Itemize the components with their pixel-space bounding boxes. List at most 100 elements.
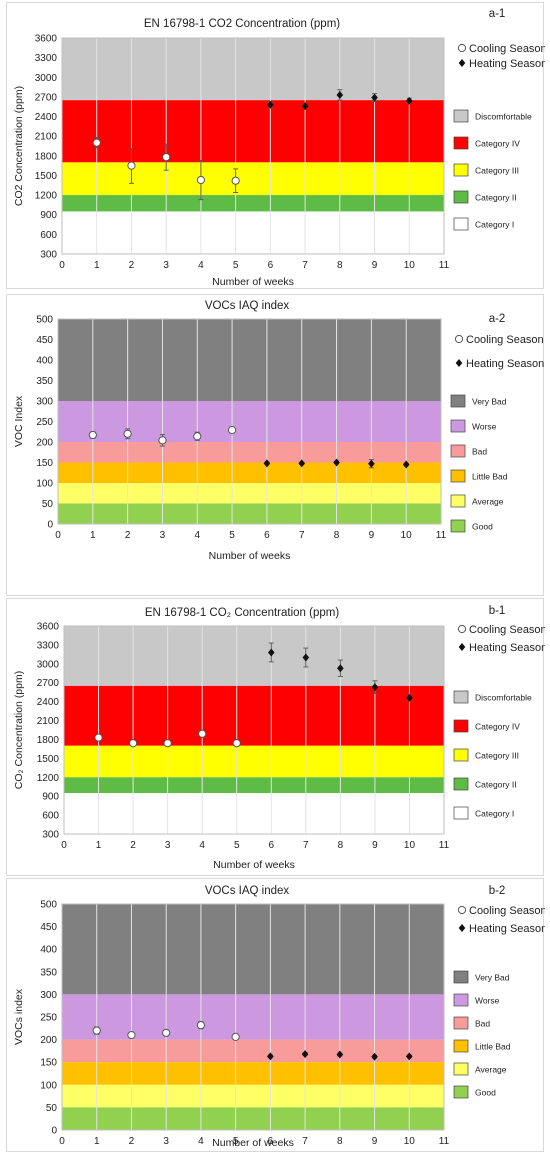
x-tick-label: 7: [302, 260, 308, 271]
y-tick-label: 3600: [35, 34, 58, 45]
series-cooling-season: [92, 1021, 240, 1041]
data-point: [127, 1030, 136, 1040]
band-little-bad: [58, 462, 441, 483]
band-category-iii: [62, 162, 444, 196]
y-tick-label: 1800: [37, 735, 60, 746]
band-discomfortable: [64, 626, 444, 686]
legend-swatch: [453, 163, 469, 177]
data-point: [336, 1050, 344, 1059]
legend-band-label: Category I: [475, 809, 514, 819]
legend-swatch: [453, 690, 469, 704]
x-tick-label: 6: [268, 1136, 274, 1147]
y-tick-label: 50: [46, 1103, 58, 1114]
band-category-iv: [62, 100, 444, 163]
y-tick-label: 350: [36, 376, 53, 387]
band-good: [62, 1107, 444, 1130]
data-point: [196, 1021, 206, 1030]
x-axis-label: Number of weeks: [212, 276, 294, 288]
legend-marker: [458, 59, 466, 67]
series-cooling-season: [94, 729, 241, 748]
legend-swatch: [450, 394, 466, 408]
x-tick-label: 0: [59, 1136, 65, 1147]
x-tick-label: 2: [130, 840, 136, 851]
bands: [62, 904, 444, 1130]
legend-swatch: [450, 519, 466, 533]
legend-swatch: [453, 806, 469, 820]
band-category-iv: [64, 685, 444, 746]
y-tick-label: 2400: [37, 697, 60, 708]
x-tick-label: 3: [163, 260, 169, 271]
y-tick-label: 50: [42, 499, 54, 510]
legend-band-label: Category II: [475, 193, 517, 203]
data-point: [406, 693, 413, 702]
data-point: [127, 161, 136, 170]
chart-svg: 3006009001200150018002100240027003000330…: [13, 605, 545, 871]
y-tick-label: 1500: [35, 171, 58, 182]
legend-marker: [458, 924, 466, 932]
data-point: [162, 1028, 171, 1037]
y-tick-label: 3000: [35, 73, 58, 84]
legend-band-label: Very Bad: [472, 397, 507, 407]
x-tick-label: 0: [61, 840, 67, 851]
y-tick-label: 0: [47, 520, 53, 531]
gridlines: [96, 904, 410, 1130]
x-tick-label: 9: [372, 260, 378, 271]
y-tick-label: 1200: [35, 191, 58, 202]
chart-panel-b2: 0 50 100 150 200 250 300 350 400 450 500 0 1 2 3 4 5 6 7 8 9…: [6, 878, 545, 1152]
data-point: [163, 739, 172, 748]
legend-marker: [454, 334, 464, 344]
x-tick-label: 3: [160, 530, 166, 541]
legend-band-label: Category IV: [475, 139, 520, 149]
data-point: [227, 426, 237, 435]
x-tick-label: 9: [372, 1136, 378, 1147]
x-tick-label: 5: [233, 1136, 239, 1147]
y-tick-label: 450: [36, 335, 53, 346]
legend-marker: [458, 643, 466, 651]
y-tick-label: 300: [40, 250, 57, 261]
band-very-bad: [58, 319, 441, 401]
legend-series-label: Heating Season: [469, 642, 545, 654]
band-discomfortable: [62, 38, 444, 101]
legend-series-label: Cooling Season: [466, 334, 544, 346]
chart-title: EN 16798-1 CO2 Concentration (ppm): [144, 18, 340, 30]
panel-label: b-1: [489, 605, 506, 617]
series-heating-season: [267, 642, 413, 702]
data-point: [128, 739, 138, 748]
x-tick-label: 1: [94, 260, 100, 271]
y-tick-label: 2100: [37, 716, 60, 727]
x-tick-label: 10: [404, 840, 416, 851]
legend-band-label: Good: [475, 1088, 496, 1098]
x-tick-label: 7: [303, 840, 309, 851]
x-tick-label: 8: [338, 840, 344, 851]
data-point: [88, 430, 97, 440]
band-category-i: [64, 793, 444, 834]
x-tick-label: 0: [59, 260, 65, 271]
band-category-iii: [64, 745, 444, 778]
y-tick-label: 100: [36, 479, 53, 490]
x-tick-label: 7: [299, 530, 305, 541]
y-tick-label: 400: [36, 356, 53, 367]
bands: [58, 319, 441, 524]
x-tick-label: 6: [268, 840, 274, 851]
legend-band-label: Worse: [475, 996, 500, 1006]
plot-area: [61, 37, 445, 255]
y-tick-label: 1200: [37, 773, 60, 784]
legend-band-label: Category I: [475, 220, 514, 230]
panel-label: b-2: [489, 885, 506, 897]
y-tick-label: 500: [40, 900, 57, 911]
legend-series-label: Heating Season: [469, 58, 545, 70]
legend-marker: [457, 624, 467, 634]
series-cooling-season: [88, 426, 237, 447]
chart-panel-b1: 300 600 900 1200 1500 1800 2100 2400 2700 3000 330…: [6, 598, 545, 876]
x-tick-label: 4: [198, 1136, 204, 1147]
data-point: [302, 653, 310, 662]
gridlines: [92, 319, 407, 524]
x-tick-label: 4: [198, 260, 204, 271]
bands: [64, 626, 444, 834]
y-tick-label: 600: [40, 230, 57, 241]
x-tick-label: 2: [129, 1136, 135, 1147]
y-tick-label: 900: [42, 792, 59, 803]
legend-swatch: [453, 109, 469, 123]
data-point: [336, 90, 344, 99]
x-tick-label: 8: [337, 260, 343, 271]
